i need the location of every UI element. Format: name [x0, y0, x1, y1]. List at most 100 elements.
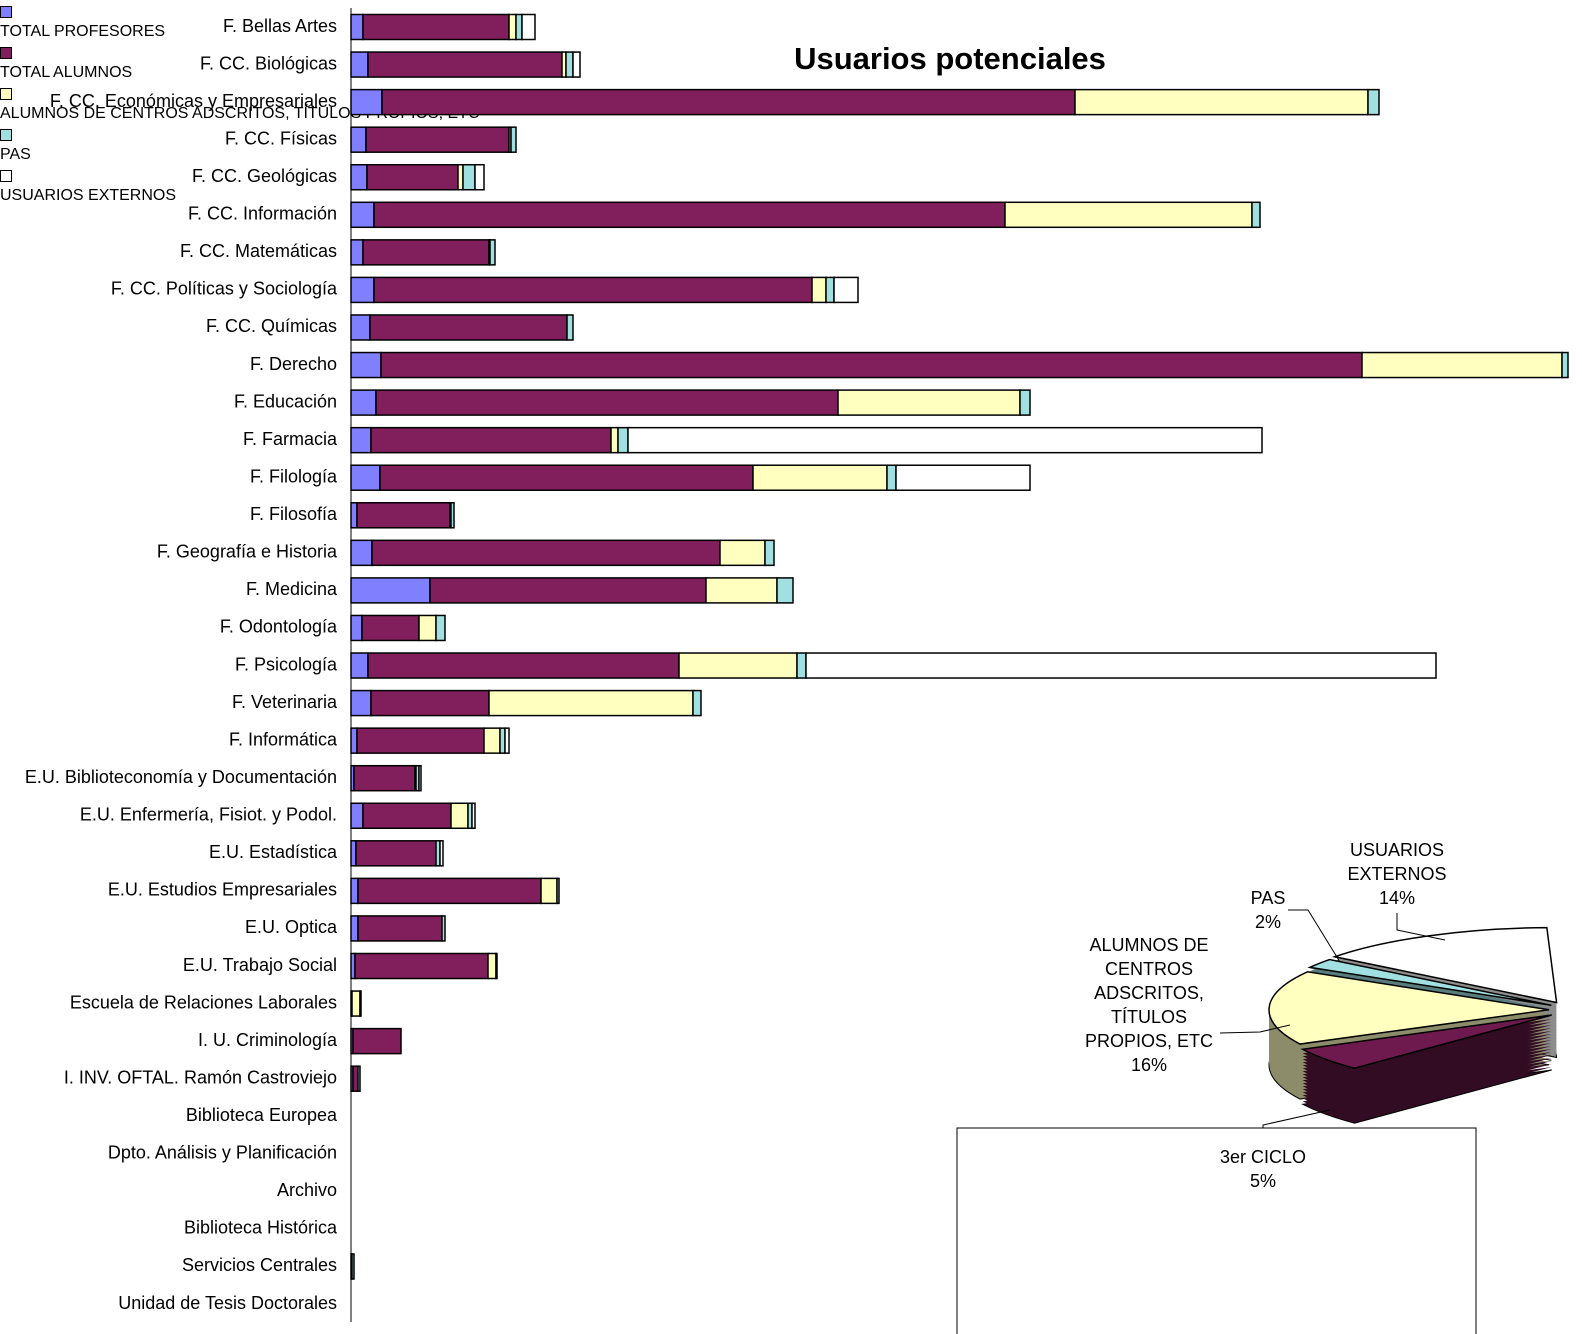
bar-segment — [515, 13, 523, 41]
bar-segment — [350, 464, 381, 491]
legend-swatch — [0, 88, 12, 100]
bar-segment — [521, 13, 536, 41]
bar-segment — [572, 51, 581, 78]
bar-segment — [350, 51, 369, 78]
bar-segment — [1004, 201, 1253, 229]
bar-segment — [354, 952, 489, 980]
bar-segment — [350, 201, 375, 229]
pie-label: USUARIOS EXTERNOS 14% — [1332, 838, 1462, 910]
bar-segment — [356, 727, 485, 754]
legend-item: USUARIOS EXTERNOS — [0, 164, 1582, 205]
pie-value: 14% — [1378, 888, 1416, 908]
legend-label: PAS — [0, 146, 31, 163]
bar-segment — [367, 51, 563, 78]
bar-segment — [474, 163, 485, 191]
pie-label: PAS 2% — [1238, 886, 1298, 934]
bar-segment — [1251, 201, 1261, 229]
y-tick-label: F. Educación — [234, 391, 337, 411]
bar-segment — [350, 126, 367, 153]
legend-item: TOTAL ALUMNOS — [0, 41, 1582, 82]
bar-segment — [610, 426, 619, 454]
bar-segment — [895, 464, 1031, 491]
bar-segment — [439, 840, 444, 867]
bar-segment — [350, 163, 368, 191]
bar-segment — [375, 389, 839, 416]
bar-segment — [350, 351, 382, 379]
bar-segment — [764, 539, 775, 567]
bar-segment — [429, 577, 707, 604]
y-tick-label: E.U. Enfermería, Fisiot. y Podol. — [80, 805, 337, 825]
bar-segment — [837, 389, 1021, 416]
bar-segment — [379, 464, 754, 491]
bar-segment — [373, 201, 1006, 229]
bar-segment — [487, 952, 497, 980]
y-tick-label: F. Farmacia — [243, 429, 338, 449]
bar-segment — [350, 539, 373, 567]
y-tick-label: E.U. Estudios Empresariales — [108, 880, 337, 900]
bar-segment — [381, 88, 1076, 116]
bar-segment — [1074, 88, 1369, 116]
bar-segment — [353, 764, 416, 792]
bar-segment — [350, 239, 364, 266]
bar-segment — [350, 276, 375, 304]
legend-item: PAS — [0, 123, 1582, 164]
bar-segment — [350, 13, 364, 41]
y-tick-label: Unidad de Tesis Doctorales — [118, 1293, 337, 1313]
bar-segment — [370, 689, 490, 717]
chart-title: Usuarios potenciales — [794, 41, 1106, 76]
y-tick-label: E.U. Biblioteconomía y Documentación — [25, 767, 337, 787]
y-tick-label: E.U. Optica — [245, 917, 338, 937]
bar-segment — [805, 652, 1437, 679]
pie-category: PAS — [1250, 888, 1286, 908]
legend-label: TOTAL PROFESORES — [0, 23, 166, 40]
bar-segment — [825, 276, 835, 304]
pie-label: 3er CICLO 5% — [1203, 1145, 1323, 1193]
y-tick-label: E.U. Estadística — [209, 842, 338, 862]
pie-category: 3er CICLO — [1219, 1147, 1307, 1167]
bar-segment — [1561, 351, 1569, 379]
y-tick-label: F. CC. Químicas — [206, 316, 337, 336]
bar-segment — [556, 877, 560, 905]
bar-segment — [418, 764, 422, 792]
bar-segment — [362, 13, 510, 41]
bar-segment — [833, 276, 859, 304]
bar-segment — [350, 614, 363, 642]
bar-segment — [357, 877, 542, 905]
bar-segment — [370, 426, 612, 454]
pie-category: USUARIOS EXTERNOS — [1347, 840, 1447, 884]
bar-segment — [351, 1253, 355, 1280]
bar-segment — [369, 314, 568, 341]
bar-segment — [483, 727, 501, 754]
bar-segment — [365, 126, 510, 153]
y-tick-label: F. Informática — [229, 729, 338, 749]
bar-segment — [350, 389, 377, 416]
bar-segment — [692, 689, 702, 717]
y-tick-label: F. Filosofía — [250, 504, 338, 524]
bar-segment — [627, 426, 1263, 454]
y-tick-label: Biblioteca Histórica — [184, 1218, 338, 1238]
pie-value: 5% — [1249, 1171, 1276, 1191]
y-tick-label: F. CC. Físicas — [225, 128, 337, 148]
legend-swatch — [0, 170, 12, 182]
bar-segment — [359, 990, 362, 1017]
bar-segment — [1361, 351, 1563, 379]
bar-segment — [752, 464, 888, 491]
bar-segment — [361, 614, 420, 642]
bar-segment — [450, 502, 455, 529]
y-tick-label: F. Derecho — [250, 354, 337, 374]
bar-segment — [362, 239, 490, 266]
bar-segment — [617, 426, 629, 454]
bar-segment — [350, 314, 371, 341]
y-tick-label: F. CC. Información — [188, 204, 337, 224]
y-tick-label: F. Bellas Artes — [223, 16, 337, 36]
y-tick-label: E.U. Trabajo Social — [183, 955, 337, 975]
legend-label: TOTAL ALUMNOS — [0, 64, 133, 81]
bar-segment — [418, 614, 437, 642]
y-tick-label: I. INV. OFTAL. Ramón Castroviejo — [64, 1067, 337, 1087]
pie-slice — [1331, 926, 1558, 1004]
bar-segment — [565, 51, 574, 78]
bar-segment — [719, 539, 766, 567]
y-tick-label: Archivo — [277, 1180, 337, 1200]
bar-segment — [441, 915, 446, 942]
bar-segment — [776, 577, 794, 604]
